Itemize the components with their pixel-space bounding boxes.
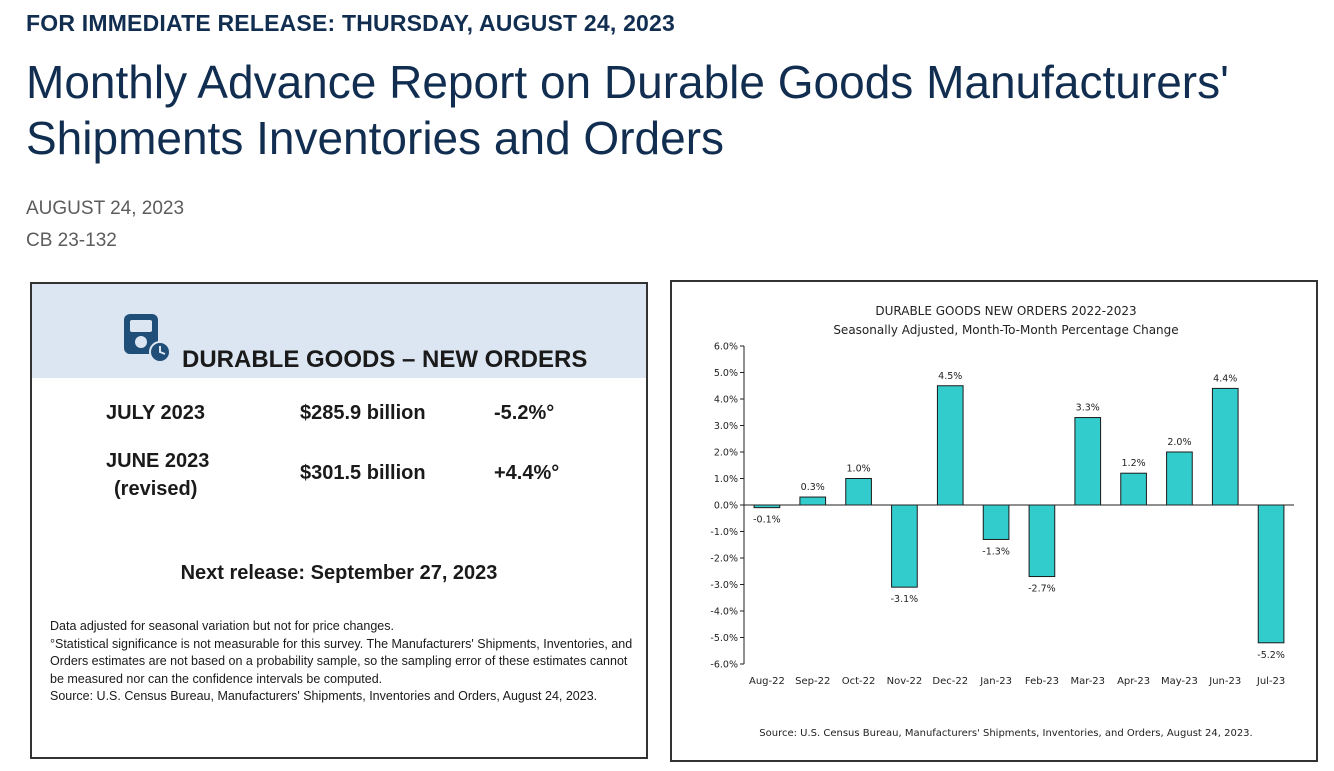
new-orders-chart-panel: DURABLE GOODS NEW ORDERS 2022-2023 Seaso… — [670, 280, 1318, 762]
gauge-device-icon — [124, 314, 171, 363]
data-label: 3.3% — [1076, 403, 1100, 414]
next-release-date: Next release: September 27, 2023 — [180, 562, 498, 584]
bar — [1257, 504, 1285, 644]
data-label: 4.4% — [1213, 373, 1237, 384]
y-tick-label: 2.0% — [714, 448, 738, 459]
y-tick-label: -1.0% — [710, 527, 738, 538]
data-label: -2.7% — [1028, 584, 1056, 595]
y-tick-label: 3.0% — [714, 421, 738, 432]
data-label: 4.5% — [938, 371, 962, 382]
chart-source: Source: U.S. Census Bureau, Manufacturer… — [759, 728, 1252, 739]
infographic-notes: Data adjusted for seasonal variation but… — [50, 618, 640, 706]
x-tick-label: Dec-22 — [932, 676, 968, 687]
bar — [1028, 504, 1056, 578]
page-title: Monthly Advance Report on Durable Goods … — [26, 56, 1229, 164]
x-tick-label: Sep-22 — [795, 676, 830, 687]
x-tick-label: Nov-22 — [887, 676, 923, 687]
chart-subtitle: Seasonally Adjusted, Month-To-Month Perc… — [833, 323, 1178, 337]
durable-goods-infographic: DURABLE GOODS – NEW ORDERS JULY 2023 $28… — [30, 282, 648, 759]
x-tick-label: Aug-22 — [749, 676, 785, 687]
bar — [845, 478, 872, 506]
data-label: -3.1% — [891, 594, 919, 605]
y-tick-label: 5.0% — [714, 368, 738, 379]
x-tick-label: Jul-23 — [1256, 676, 1285, 687]
x-tick-label: Mar-23 — [1070, 676, 1105, 687]
row-change: -5.2%° — [494, 402, 555, 424]
bar — [936, 385, 964, 506]
y-tick-label: -2.0% — [710, 554, 738, 565]
bar — [1211, 387, 1239, 506]
release-id: CB 23-132 — [26, 230, 117, 251]
row-period: JUNE 2023 — [106, 450, 210, 472]
publish-date: AUGUST 24, 2023 — [26, 198, 185, 219]
y-tick-label: -3.0% — [710, 580, 738, 591]
bar — [799, 496, 827, 506]
x-tick-label: May-23 — [1161, 676, 1198, 687]
y-tick-label: 0.0% — [714, 501, 738, 512]
y-tick-label: -5.0% — [710, 633, 738, 644]
data-label: -5.2% — [1257, 650, 1285, 661]
y-tick-label: 6.0% — [714, 342, 738, 353]
row-value: $301.5 billion — [300, 462, 426, 484]
bar — [1166, 451, 1193, 506]
x-tick-label: Jun-23 — [1208, 676, 1241, 687]
x-axis: Aug-22 Sep-22 Oct-22 Nov-22 Dec-22 Jan-23 Feb-… — [744, 504, 1294, 687]
x-tick-label: Apr-23 — [1117, 676, 1150, 687]
data-label: -1.3% — [982, 546, 1010, 557]
row-period-note: (revised) — [114, 478, 198, 500]
data-label: 2.0% — [1167, 437, 1191, 448]
note-source: Source: U.S. Census Bureau, Manufacturer… — [50, 689, 598, 703]
y-tick-label: 4.0% — [714, 395, 738, 406]
release-date-banner: FOR IMMEDIATE RELEASE: THURSDAY, AUGUST … — [26, 10, 676, 36]
bar — [891, 504, 918, 588]
chart-title: DURABLE GOODS NEW ORDERS 2022-2023 — [875, 304, 1136, 318]
y-tick-label: -6.0% — [710, 660, 738, 671]
bars: -0.1% 0.3% 1.0% -3.1% 4.5% -1.3% -2.7% 3.3% 1.2%… — [753, 371, 1285, 661]
data-label: -0.1% — [753, 515, 781, 526]
y-axis: 6.0% 5.0% 4.0% 3.0% 2.0% 1.0% 0.0% -1.0% -2.0% -3… — [710, 342, 745, 671]
data-label: 1.0% — [847, 464, 871, 475]
note-significance: °Statistical significance is not measura… — [50, 636, 633, 686]
infographic-title: DURABLE GOODS – NEW ORDERS — [182, 346, 588, 373]
x-tick-label: Feb-23 — [1025, 676, 1059, 687]
row-period: JULY 2023 — [106, 402, 205, 424]
row-change: +4.4%° — [494, 462, 560, 484]
bar — [1074, 417, 1102, 506]
x-tick-label: Jan-23 — [979, 676, 1012, 687]
new-orders-bar-chart: DURABLE GOODS NEW ORDERS 2022-2023 Seaso… — [710, 304, 1294, 739]
data-label: 0.3% — [801, 482, 825, 493]
data-label: 1.2% — [1122, 458, 1146, 469]
row-value: $285.9 billion — [300, 402, 426, 424]
x-tick-label: Oct-22 — [842, 676, 876, 687]
y-tick-label: 1.0% — [714, 474, 738, 485]
note-adjustment: Data adjusted for seasonal variation but… — [50, 619, 394, 633]
bar — [1120, 472, 1147, 506]
bar — [982, 504, 1010, 540]
y-tick-label: -4.0% — [710, 607, 738, 618]
